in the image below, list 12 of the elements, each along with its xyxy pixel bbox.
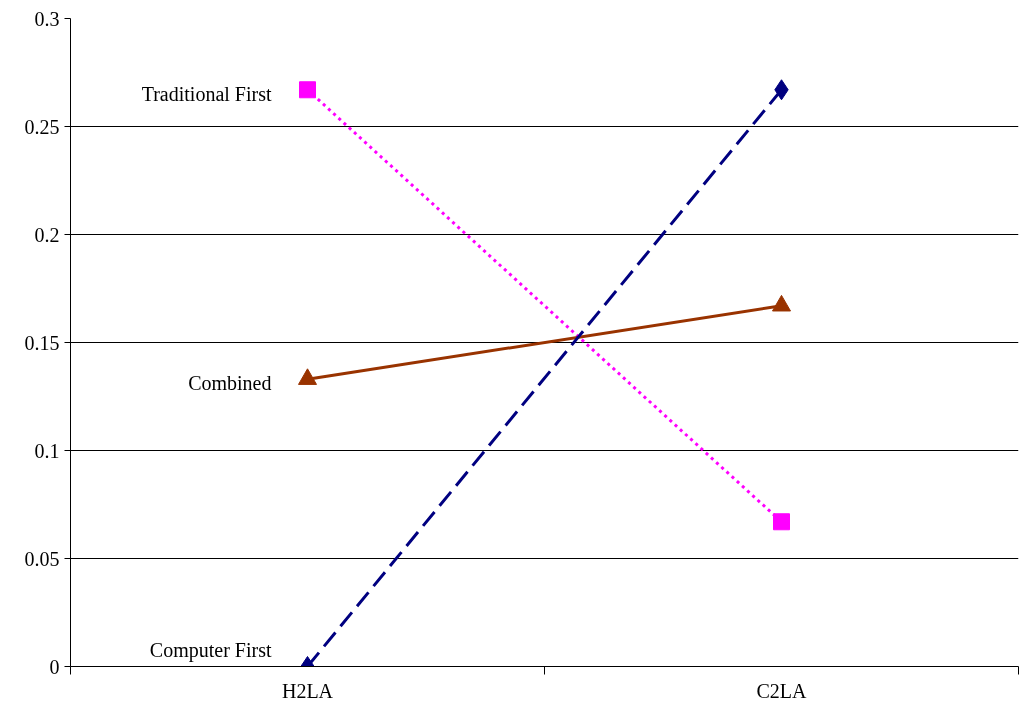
- y-tick-label: 0.1: [34, 439, 60, 462]
- y-tick-label: 0: [49, 655, 60, 678]
- y-tick-label: 0.3: [34, 7, 60, 30]
- series-label: Traditional First: [141, 82, 272, 105]
- x-tick-label: H2LA: [281, 679, 334, 702]
- y-tick-label: 0.15: [24, 331, 60, 354]
- y-tick-label: 0.2: [34, 223, 60, 246]
- x-tick-label: C2LA: [756, 679, 808, 702]
- series-label: Combined: [188, 372, 272, 395]
- y-tick-label: 0.05: [24, 547, 60, 570]
- y-tick-label: 0.25: [24, 115, 60, 138]
- series-label: Computer First: [149, 638, 272, 662]
